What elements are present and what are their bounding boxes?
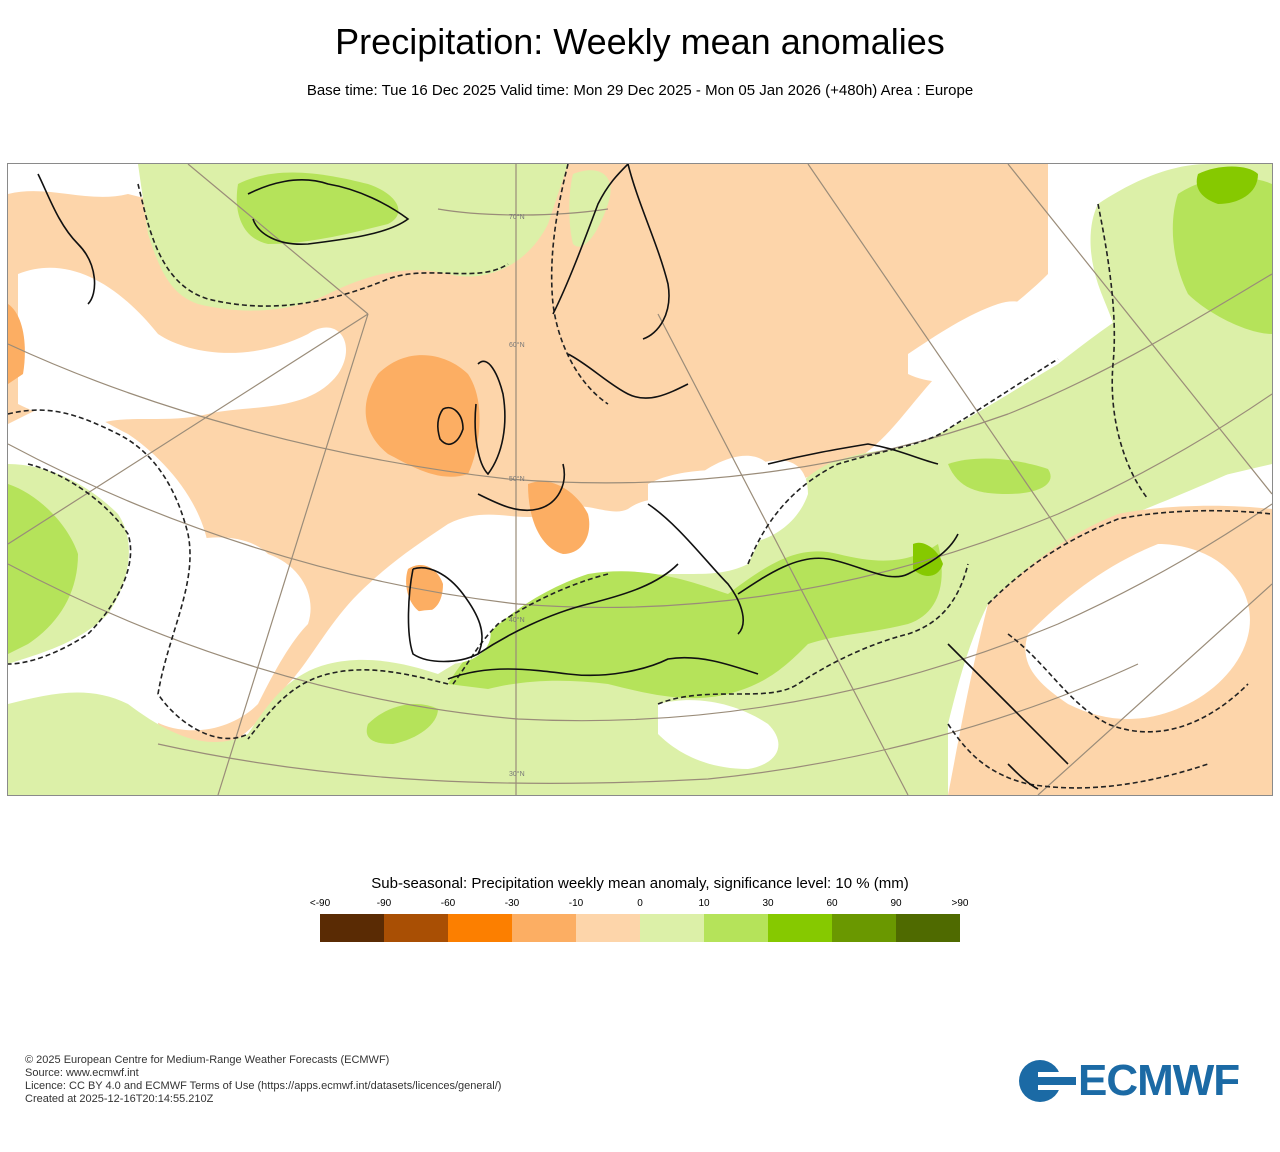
anomaly-area-plus30-north-africa xyxy=(366,704,438,744)
chart-title: Precipitation: Weekly mean anomalies xyxy=(335,21,945,62)
colorbar-swatch xyxy=(448,914,512,942)
anomaly-area-minus30-west xyxy=(8,304,25,384)
map-graticule xyxy=(8,164,1272,795)
latitude-labels: 70°N 60°N 50°N 40°N 30°N xyxy=(509,213,525,778)
colorbar-tick: -90 xyxy=(376,898,392,909)
anomaly-area-neutral-atlantic xyxy=(18,267,347,425)
source-link[interactable]: Source: www.ecmwf.int xyxy=(25,1067,139,1079)
colorbar-tick: -30 xyxy=(504,898,520,909)
significance-contours xyxy=(8,164,1272,789)
chart-subtitle: Base time: Tue 16 Dec 2025 Valid time: M… xyxy=(306,82,974,99)
colorbar-tick: 60 xyxy=(826,898,838,909)
licence-line[interactable]: Licence: CC BY 4.0 and ECMWF Terms of Us… xyxy=(25,1080,502,1092)
colorbar-tick: 0 xyxy=(637,898,643,909)
created-timestamp: Created at 2025-12-16T20:14:55.210Z xyxy=(25,1093,214,1105)
colorbar-swatch xyxy=(832,914,896,942)
anomaly-area-plus30-mediterranean xyxy=(448,544,942,699)
ecmwf-logo-icon xyxy=(1019,1060,1076,1102)
anomaly-area-plus30-east xyxy=(1172,177,1272,334)
anomaly-area-neutral-middle-east xyxy=(1025,544,1250,719)
anomaly-area-neutral-iberia xyxy=(408,609,491,664)
ecmwf-logo[interactable]: ECMWF xyxy=(1018,1058,1258,1104)
colorbar-swatch xyxy=(384,914,448,942)
anomaly-area-plus30-black-sea xyxy=(948,458,1051,494)
colorbar-tick: -10 xyxy=(568,898,584,909)
anomaly-area-minus30-iberia xyxy=(406,564,443,613)
anomaly-area-neutral-balkans xyxy=(648,460,808,544)
legend-title: Sub-seasonal: Precipitation weekly mean … xyxy=(371,875,909,892)
lat-label-30: 30°N xyxy=(509,770,525,778)
colorbar-tick: 30 xyxy=(762,898,774,909)
anomaly-area-neutral-mid-atlantic xyxy=(135,537,311,731)
anomaly-area-plus60-east xyxy=(1196,166,1258,204)
anomaly-area-neutral-east-europe xyxy=(908,301,1058,383)
lat-label-50: 50°N xyxy=(509,475,525,483)
anomaly-area-plus30-atlantic-west xyxy=(8,484,78,654)
map-canvas xyxy=(8,164,1272,795)
anomaly-area-plus30-greenland xyxy=(236,172,399,244)
anomaly-area-minus30-france xyxy=(528,481,590,554)
colorbar-tick: >90 xyxy=(951,898,969,909)
colorbar-swatch xyxy=(576,914,640,942)
europe-anomaly-map: 70°N 60°N 50°N 40°N 30°N xyxy=(7,163,1273,796)
colorbar-swatch xyxy=(896,914,960,942)
colorbar-tick: 10 xyxy=(698,898,710,909)
colorbar xyxy=(320,914,960,942)
lat-label-60: 60°N xyxy=(509,341,525,349)
lat-label-40: 40°N xyxy=(509,616,525,624)
colorbar-swatch xyxy=(704,914,768,942)
colorbar-swatch xyxy=(640,914,704,942)
anomaly-area-neutral-north-africa xyxy=(658,700,779,769)
colorbar-ticks: <-90 -90 -60 -30 -10 0 10 30 60 90 >90 xyxy=(310,898,969,910)
anomaly-area-plus10-scandinavia-coast xyxy=(569,170,611,247)
anomaly-area-plus10-south xyxy=(8,244,1272,795)
copyright-line: © 2025 European Centre for Medium-Range … xyxy=(25,1054,390,1066)
lat-label-70: 70°N xyxy=(509,213,525,221)
copyright-footer: © 2025 European Centre for Medium-Range … xyxy=(25,1054,501,1106)
anomaly-area-minus30-ireland xyxy=(365,355,480,477)
colorbar-tick: <-90 xyxy=(309,898,331,909)
colorbar-swatch xyxy=(512,914,576,942)
colorbar-tick: 90 xyxy=(890,898,902,909)
ecmwf-logo-text: ECMWF xyxy=(1078,1056,1240,1105)
colorbar-swatch xyxy=(768,914,832,942)
colorbar-tick: -60 xyxy=(440,898,456,909)
coastlines xyxy=(37,164,1069,790)
colorbar-swatch xyxy=(320,914,384,942)
